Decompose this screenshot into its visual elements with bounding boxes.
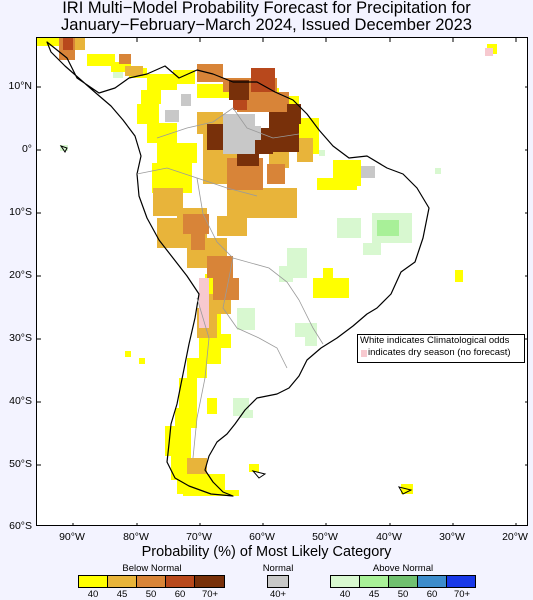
above-swatch-50: [388, 575, 418, 588]
lon-label-20w: 20°W: [502, 531, 528, 543]
map-title-line2: January−February−March 2024, Issued Dece…: [61, 16, 472, 34]
lat-label-0: 0°: [21, 143, 32, 155]
dry-season-areas: [199, 48, 493, 328]
above-tick-50: 50: [397, 589, 409, 600]
note-dry-season-row: indicates dry season (no forecast): [360, 347, 524, 359]
below-swatch-50: [136, 575, 166, 588]
lon-label-70w: 70°W: [186, 531, 212, 543]
below-swatch-70: [194, 575, 225, 588]
continent-coastline: [46, 41, 430, 497]
below-normal-label: Below Normal: [122, 563, 182, 574]
lat-label-60s: 60°S: [9, 520, 32, 532]
lat-label-10s: 10°S: [9, 206, 32, 218]
below-tick-60: 60: [174, 589, 186, 600]
note-dry-season-line: indicates dry season (no forecast): [368, 347, 511, 358]
normal-areas: [165, 94, 375, 178]
map-frame: White indicates Climatological odds indi…: [36, 37, 528, 526]
below-swatch-40: [78, 575, 108, 588]
legend-title: Probability (%) of Most Likely Category: [141, 544, 392, 560]
above-normal-45-areas: [377, 220, 399, 236]
normal-swatch: [267, 575, 289, 588]
country-borders: [136, 107, 324, 459]
lat-label-20s: 20°S: [9, 269, 32, 281]
lat-label-50s: 50°S: [9, 458, 32, 470]
normal-label: Normal: [262, 563, 294, 574]
lat-label-10n: 10°N: [8, 80, 32, 92]
below-tick-50: 50: [145, 589, 157, 600]
map-note-box: White indicates Climatological odds indi…: [357, 334, 525, 363]
lon-label-40w: 40°W: [376, 531, 402, 543]
note-white-line: White indicates Climatological odds: [360, 335, 510, 346]
lon-label-50w: 50°W: [312, 531, 338, 543]
lon-label-90w: 90°W: [59, 531, 85, 543]
below-tick-40: 40: [87, 589, 99, 600]
below-tick-70: 70+: [201, 589, 219, 600]
above-tick-40: 40: [339, 589, 351, 600]
above-tick-60: 60: [426, 589, 438, 600]
lon-label-80w: 80°W: [123, 531, 149, 543]
lon-label-60w: 60°W: [249, 531, 275, 543]
above-tick-45: 45: [368, 589, 380, 600]
islands: [59, 145, 413, 495]
above-tick-70: 70+: [453, 589, 471, 600]
lon-label-30w: 30°W: [439, 531, 465, 543]
dry-season-swatch: [361, 350, 367, 357]
below-swatch-45: [107, 575, 137, 588]
lat-label-30s: 30°S: [9, 332, 32, 344]
lat-label-40s: 40°S: [9, 395, 32, 407]
above-swatch-40: [330, 575, 360, 588]
below-swatch-60: [165, 575, 195, 588]
map-title-line1: IRI Multi−Model Probability Forecast for…: [62, 0, 471, 17]
above-swatch-45: [359, 575, 389, 588]
below-tick-45: 45: [116, 589, 128, 600]
below-normal-70-areas: [207, 80, 301, 166]
above-swatch-70: [446, 575, 476, 588]
normal-tick: 40+: [269, 589, 287, 600]
above-normal-label: Above Normal: [372, 563, 434, 574]
forecast-map: [37, 38, 527, 525]
above-swatch-60: [417, 575, 447, 588]
frame-ticks: [37, 38, 527, 525]
